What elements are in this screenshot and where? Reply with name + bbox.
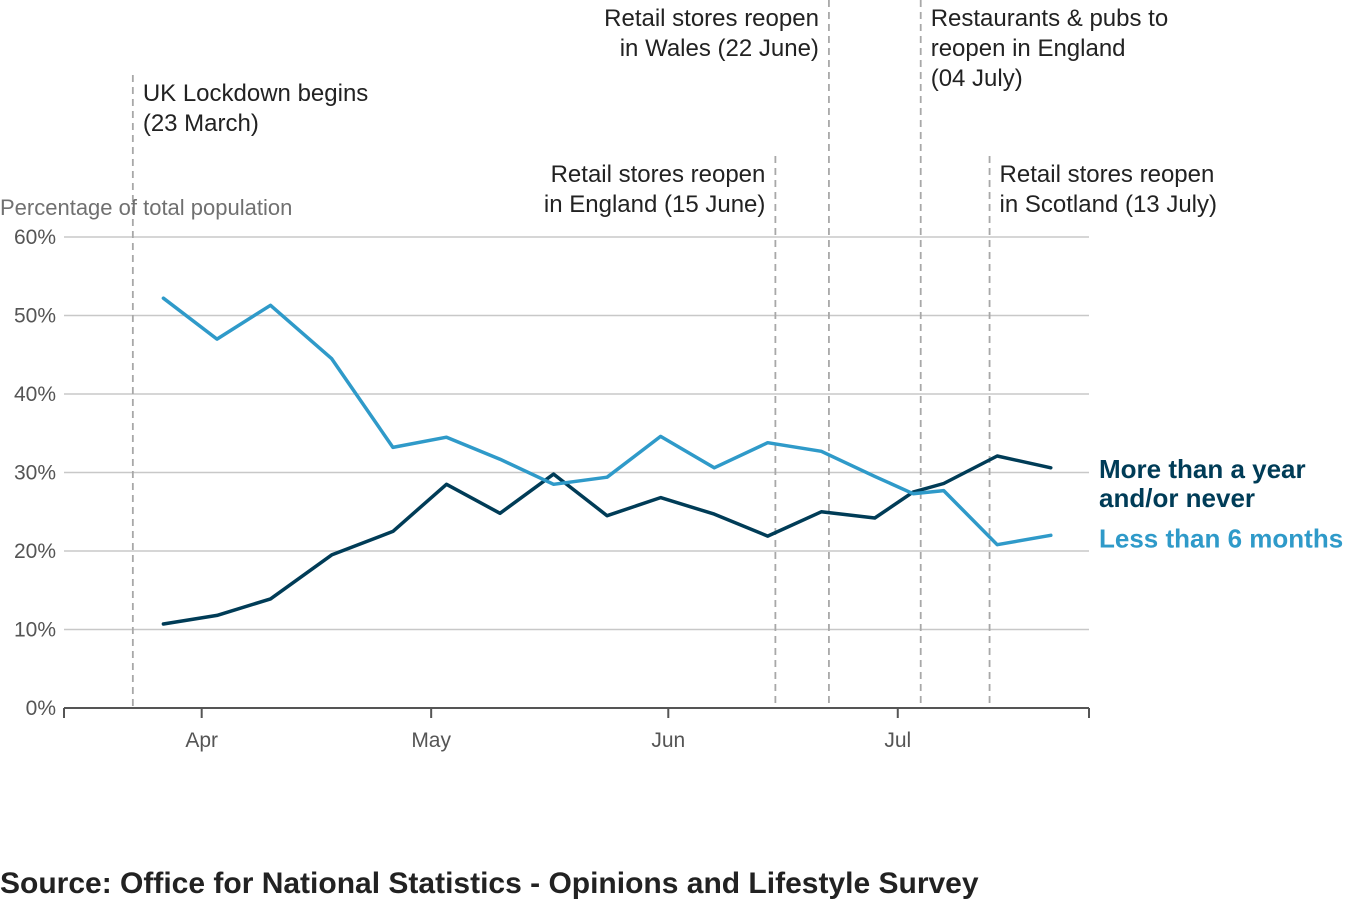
x-axis: Apr May Jun Jul [63,707,1090,752]
annotation-label: reopen in England [931,35,1126,62]
series-label: and/or never [1099,483,1255,513]
y-tick-label: 10% [14,619,56,642]
y-tick-label: 60% [14,226,56,249]
y-tick-label: 20% [14,540,56,563]
series-line [161,454,1053,626]
annotation-label: Retail stores reopen [551,161,766,188]
annotation-label: Restaurants & pubs to [931,5,1168,32]
source-note: Source: Office for National Statistics -… [0,867,979,900]
series-label: Less than 6 months [1099,523,1343,553]
gridlines [64,236,1089,631]
annotation-label: in Scotland (13 July) [1000,191,1217,218]
annotation-label: (23 March) [143,110,259,137]
annotation-label: in Wales (22 June) [620,35,819,62]
x-tick-label: Jun [651,729,685,752]
x-tick-label: Jul [884,729,911,752]
x-tick-label: May [411,729,451,752]
y-tick-label: 30% [14,462,56,485]
x-tick-label: Apr [185,729,218,752]
annotation-label: in England (15 June) [544,191,765,218]
annotation-label: (04 July) [931,65,1023,92]
series-line [161,296,1053,547]
annotation-label: Retail stores reopen [1000,161,1215,188]
y-tick-label: 50% [14,305,56,328]
annotation-label: Retail stores reopen [604,5,819,32]
y-tick-label: 40% [14,383,56,406]
y-axis-label: Percentage of total population [0,195,292,220]
y-tick-label: 0% [26,697,56,720]
y-axis-ticks: 0% 10% 20% 30% 40% 50% 60% [14,226,56,720]
series-lines [161,296,1053,626]
series-label: More than a year [1099,454,1306,484]
annotation-labels: UK Lockdown begins (23 March) Retail store… [143,5,1217,218]
annotation-label: UK Lockdown begins [143,80,368,107]
annotation-lines [131,0,991,708]
